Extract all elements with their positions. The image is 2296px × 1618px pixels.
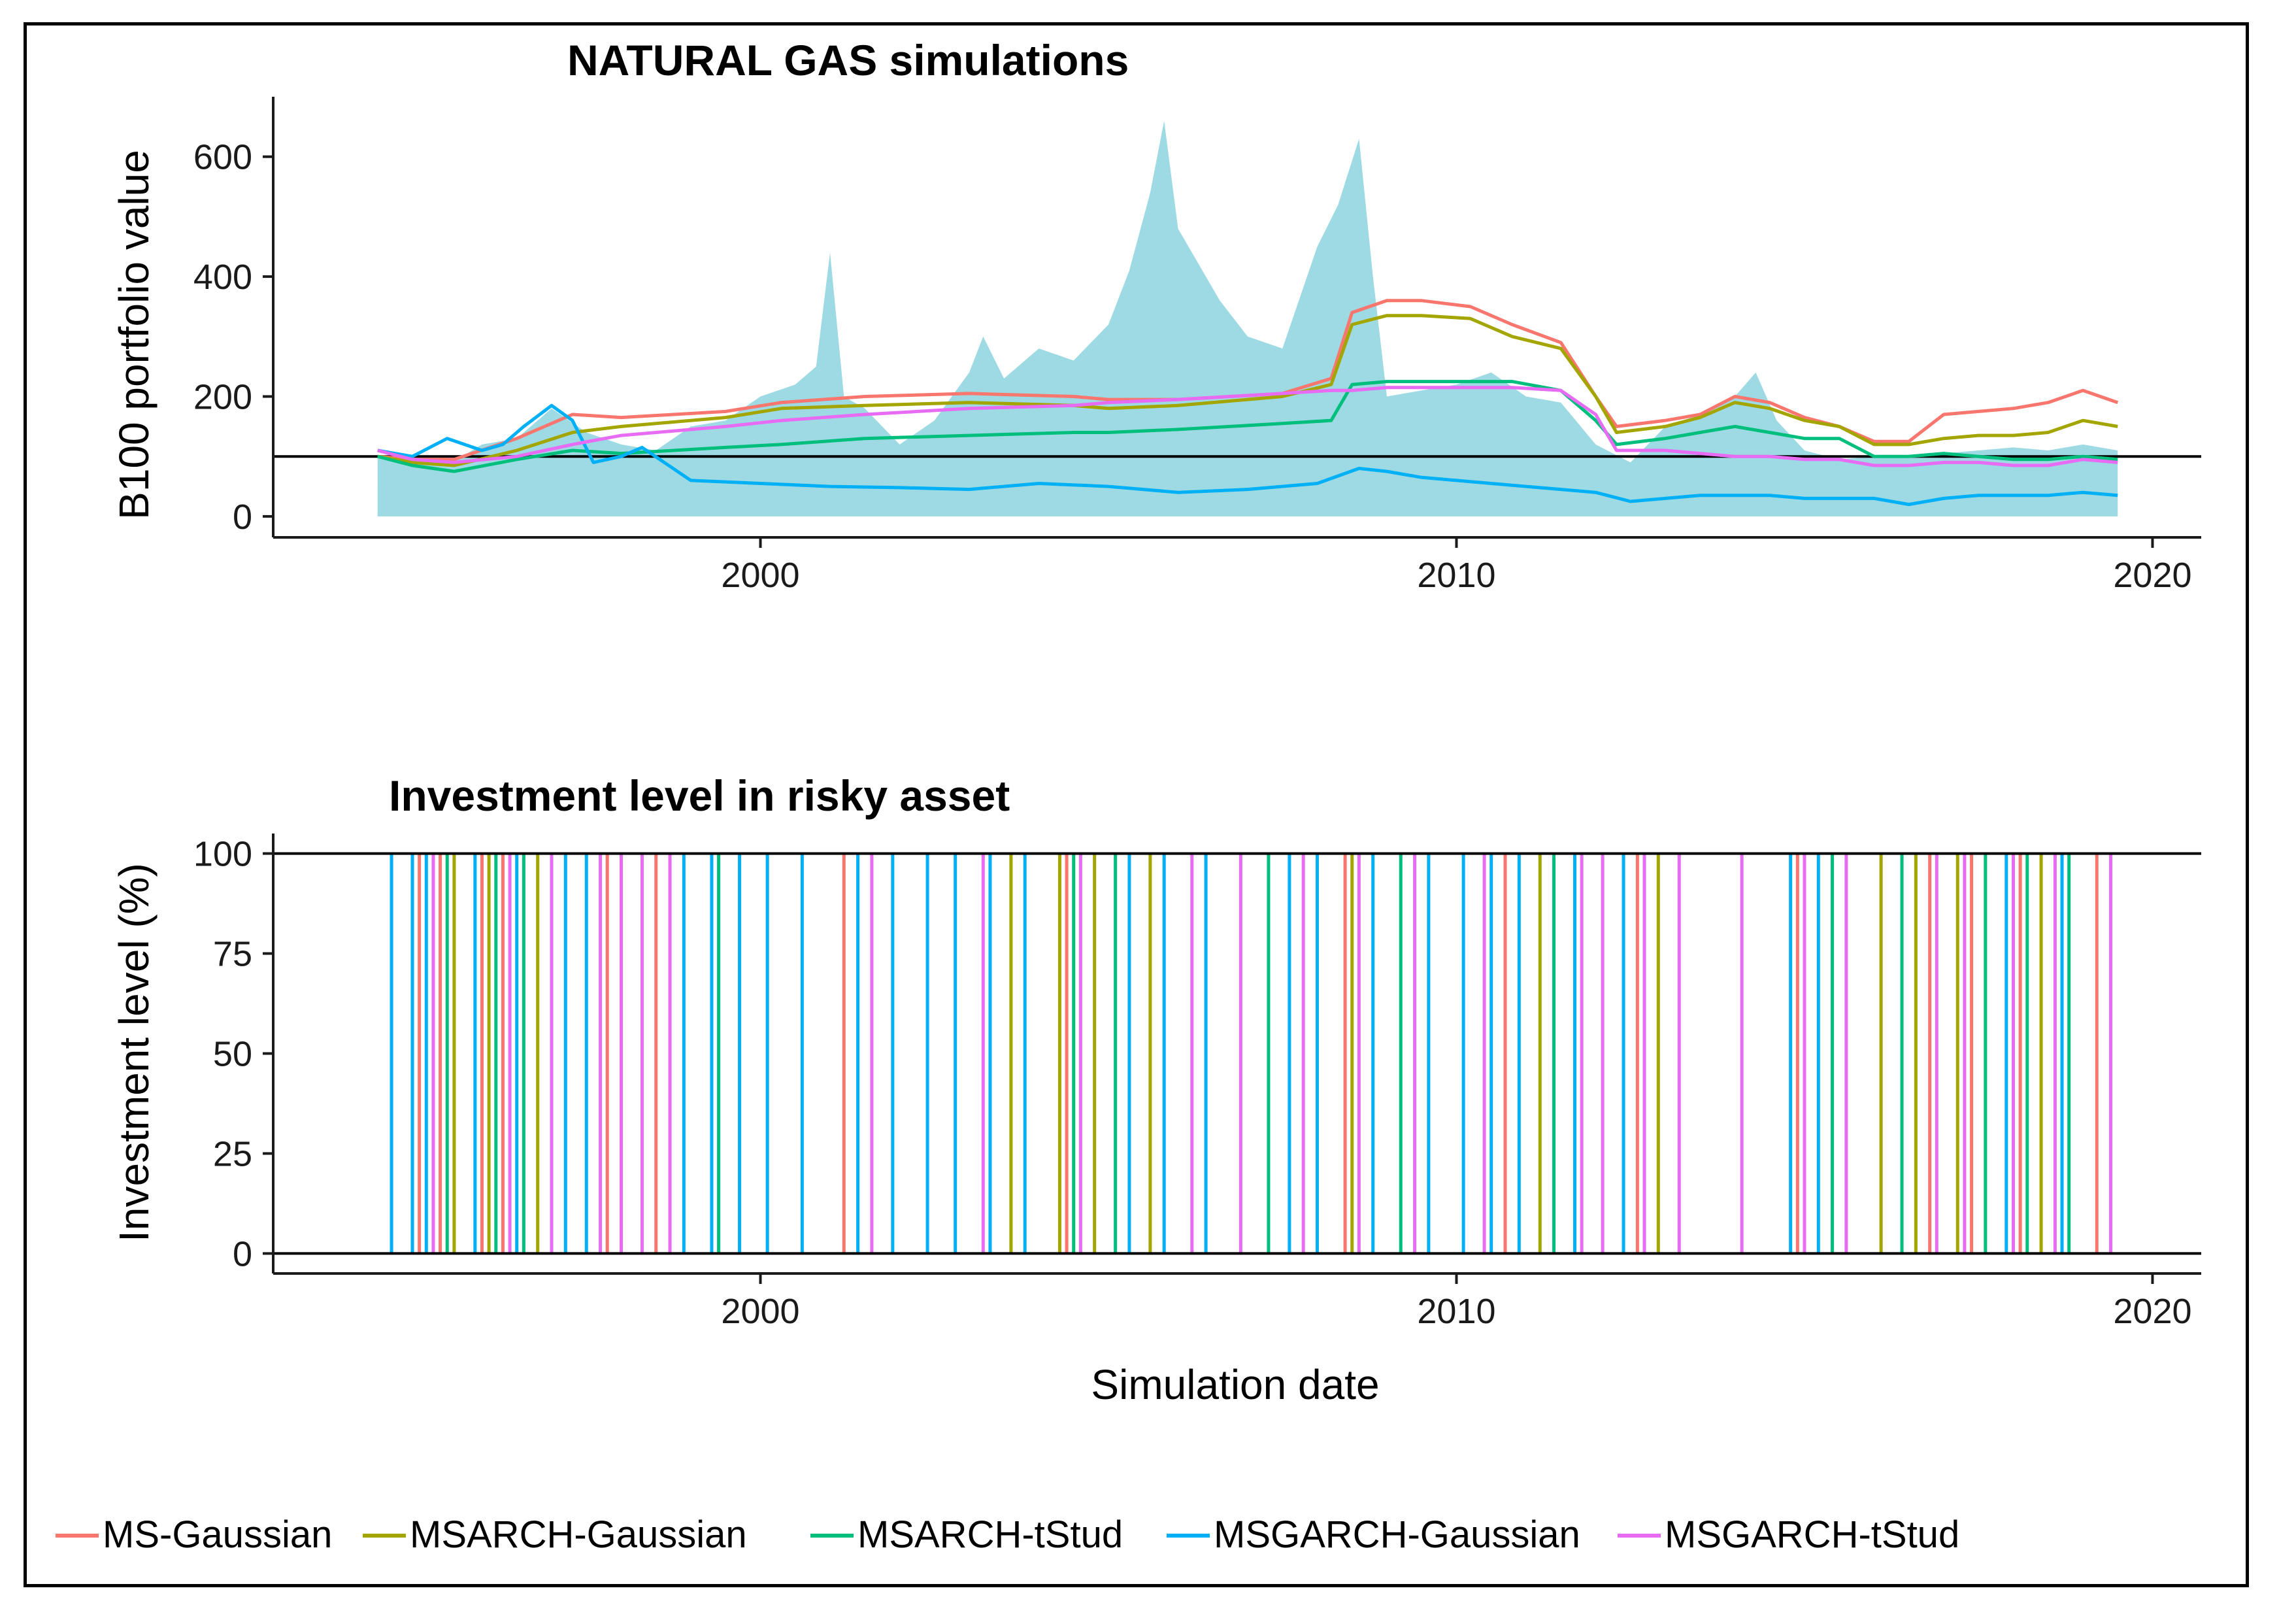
top-panel: NATURAL GAS simulations 0 200 400 600 2000 20… (110, 36, 2201, 595)
series-line-msgarch-gaussian (377, 403, 2118, 507)
legend: MS-Gaussian MSARCH-Gaussian MSARCH-tStud MS… (56, 1513, 1959, 1556)
bottom-y-tick-label: 100 (193, 835, 252, 874)
bottom-y-axis-label: Investment level (%) (110, 863, 158, 1242)
bottom-panel: Investment level in risky asset 0 25 50 75 1… (110, 771, 2201, 1408)
top-y-tick-label: 200 (193, 378, 252, 417)
bottom-x-tick-label: 2000 (721, 1292, 799, 1331)
bottom-y-tick-label: 25 (213, 1134, 252, 1173)
series-line-msarch-gaussian (377, 314, 2118, 467)
series-line-ms-gaussian (377, 299, 2119, 462)
bottom-y-tick-label: 75 (213, 935, 252, 974)
legend-label-ms-gaussian: MS-Gaussian (103, 1513, 332, 1556)
bottom-series-layer (390, 853, 2113, 1254)
bottom-y-tick-label: 0 (233, 1234, 252, 1273)
bottom-reference-line-layer (273, 852, 2201, 1255)
top-y-tick-label: 600 (193, 138, 252, 177)
legend-label-msgarch-gaussian: MSGARCH-Gaussian (1214, 1513, 1580, 1556)
top-series-layer (377, 299, 2119, 507)
series-line-msgarch-tstud (377, 386, 2118, 467)
bottom-x-axis-label: Simulation date (1091, 1361, 1379, 1408)
bottom-y-tick-label: 50 (213, 1035, 252, 1074)
legend-label-msgarch-tstud: MSGARCH-tStud (1665, 1513, 1959, 1556)
top-axes: 0 200 400 600 2000 2010 2020 (193, 97, 2201, 595)
top-x-tick-label: 2020 (2113, 556, 2191, 595)
top-x-tick-label: 2000 (721, 556, 799, 595)
bottom-x-tick-label: 2020 (2113, 1292, 2191, 1331)
top-y-axis-label: B100 portfolio value (110, 150, 158, 520)
legend-label-msarch-tstud: MSARCH-tStud (857, 1513, 1123, 1556)
top-x-tick-label: 2010 (1417, 556, 1495, 595)
series-line-msarch-tstud (377, 380, 2118, 473)
top-chart-title: NATURAL GAS simulations (567, 36, 1129, 84)
legend-label-msarch-gaussian: MSARCH-Gaussian (410, 1513, 747, 1556)
bottom-chart-title: Investment level in risky asset (389, 771, 1010, 820)
top-y-tick-label: 400 (193, 258, 252, 297)
bottom-axes: 0 25 50 75 100 2000 2010 2020 (193, 834, 2201, 1331)
bottom-x-tick-label: 2010 (1417, 1292, 1495, 1331)
top-y-tick-label: 0 (233, 497, 252, 537)
